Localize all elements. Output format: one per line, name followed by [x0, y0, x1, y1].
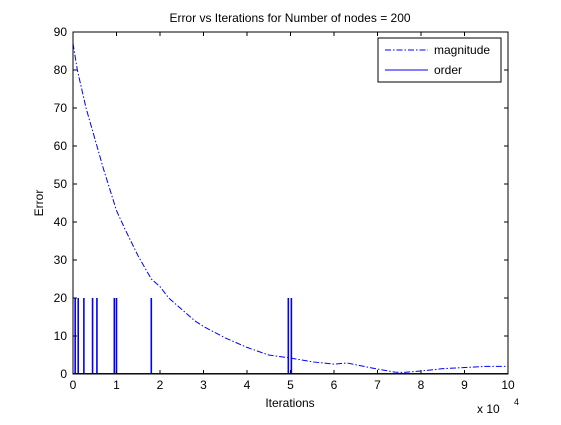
- magnitude-line: [72, 43, 508, 373]
- y-tick-label: 50: [54, 177, 68, 191]
- x-tick-label: 2: [157, 378, 164, 392]
- legend-label-magnitude: magnitude: [434, 43, 490, 57]
- legend: magnitude order: [377, 37, 502, 83]
- x-tick-label: 5: [287, 378, 294, 392]
- x-tick-label: 9: [461, 378, 468, 392]
- x-tick-label: 1: [113, 378, 120, 392]
- x-tick-label: 4: [244, 378, 251, 392]
- y-axis-label: Error: [32, 190, 46, 217]
- y-tick-label: 80: [54, 63, 68, 77]
- legend-box: [377, 37, 502, 83]
- y-tick-label: 70: [54, 101, 68, 115]
- x-tick-label: 3: [200, 378, 207, 392]
- y-tick-label: 20: [54, 291, 68, 305]
- y-tick-label: 90: [54, 25, 68, 39]
- y-tick-label: 0: [60, 367, 67, 381]
- x-tick-label: 0: [70, 378, 77, 392]
- x-exponent-label: x 10: [477, 402, 500, 416]
- plot-background: [73, 32, 508, 374]
- y-tick-label: 10: [54, 329, 68, 343]
- y-tick-label: 40: [54, 215, 68, 229]
- y-tick-label: 30: [54, 253, 68, 267]
- x-tick-label: 8: [418, 378, 425, 392]
- x-axis-label: Iterations: [265, 396, 314, 410]
- legend-label-order: order: [434, 63, 462, 77]
- x-exponent-power: 4: [514, 397, 519, 407]
- y-tick-label: 60: [54, 139, 68, 153]
- axes-frame: [72, 31, 509, 375]
- chart-title: Error vs Iterations for Number of nodes …: [169, 11, 410, 25]
- x-tick-label: 6: [331, 378, 338, 392]
- x-tick-label: 7: [374, 378, 381, 392]
- ticks-layer: 0 1 2 3 4 5 6 7 8 9 10 0 10 20 30 40 50 60 70 80 90: [54, 25, 515, 392]
- x-tick-label: 10: [501, 378, 515, 392]
